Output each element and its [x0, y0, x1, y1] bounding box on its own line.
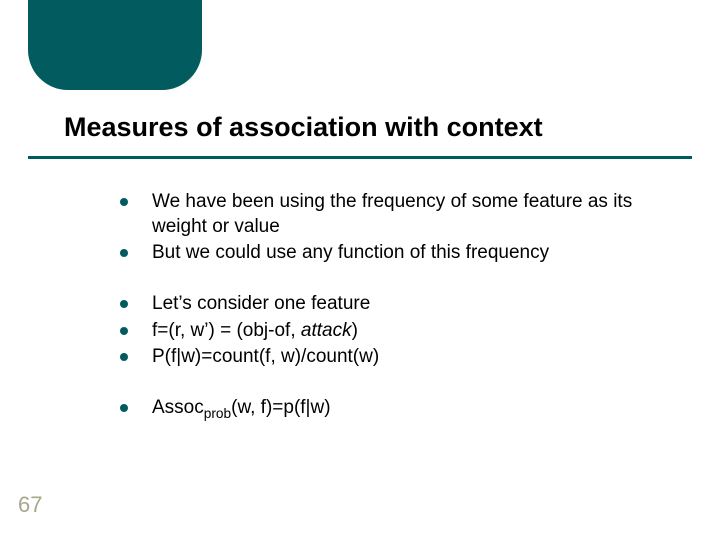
title-underline	[28, 156, 692, 159]
formula-italic: attack	[301, 320, 352, 341]
bullet-item: f=(r, w’) = (obj-of, attack)	[120, 319, 680, 344]
bullet-icon	[120, 300, 128, 308]
bullet-text: P(f|w)=count(f, w)/count(w)	[152, 345, 379, 370]
bullet-icon	[120, 353, 128, 361]
bullet-icon	[120, 404, 128, 412]
bullet-text: But we could use any function of this fr…	[152, 241, 549, 266]
assoc-subscript: prob	[204, 406, 231, 421]
bullet-item: Let’s consider one feature	[120, 292, 680, 317]
assoc-suffix: (w, f)=p(f|w)	[231, 397, 330, 418]
formula-part: f=(r, w’) = (obj-of,	[152, 320, 301, 341]
formula-part: )	[352, 320, 358, 341]
group-gap	[120, 268, 680, 292]
bullet-item: We have been using the frequency of some…	[120, 190, 680, 239]
bullet-text: Let’s consider one feature	[152, 292, 370, 317]
bullet-text-formula: f=(r, w’) = (obj-of, attack)	[152, 319, 358, 344]
bullet-icon	[120, 327, 128, 335]
bullet-icon	[120, 249, 128, 257]
group-gap	[120, 372, 680, 396]
slide-title: Measures of association with context	[64, 112, 543, 143]
assoc-prefix: Assoc	[152, 397, 204, 418]
slide-body: We have been using the frequency of some…	[120, 190, 680, 425]
bullet-text: We have been using the frequency of some…	[152, 190, 680, 239]
corner-decoration	[28, 0, 202, 90]
bullet-item: P(f|w)=count(f, w)/count(w)	[120, 345, 680, 370]
bullet-item: But we could use any function of this fr…	[120, 241, 680, 266]
bullet-text-assoc: Assocprob(w, f)=p(f|w)	[152, 396, 331, 423]
bullet-item: Assocprob(w, f)=p(f|w)	[120, 396, 680, 423]
bullet-icon	[120, 198, 128, 206]
page-number: 67	[18, 492, 42, 518]
